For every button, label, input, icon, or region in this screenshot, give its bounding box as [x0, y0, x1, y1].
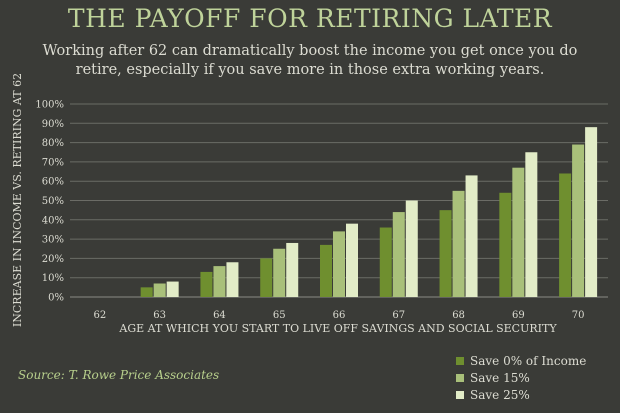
bar — [346, 223, 358, 297]
bar — [286, 242, 299, 297]
legend-item-save-25: Save 25% — [456, 386, 586, 403]
bar — [572, 144, 585, 297]
y-tick-label: 40% — [42, 215, 64, 226]
legend-swatch — [456, 390, 464, 399]
x-tick-label: 65 — [273, 310, 286, 321]
y-axis-label: INCREASE IN INCOME VS. RETIRING AT 62 — [11, 73, 24, 327]
legend-label: Save 25% — [470, 387, 530, 402]
legend-item-save-15: Save 15% — [456, 369, 586, 386]
bar — [499, 192, 512, 297]
bar — [333, 231, 345, 297]
y-tick-label: 10% — [42, 273, 64, 284]
bar — [525, 152, 538, 297]
bar — [140, 287, 153, 297]
bar — [392, 212, 405, 297]
bar — [166, 281, 179, 297]
y-tick-label: 0% — [48, 293, 64, 304]
bar — [273, 248, 286, 297]
x-axis-label: AGE AT WHICH YOU START TO LIVE OFF SAVIN… — [118, 322, 557, 335]
bar — [559, 173, 572, 297]
y-tick-label: 90% — [42, 119, 64, 130]
x-tick-label: 69 — [512, 310, 525, 321]
bar — [320, 244, 332, 297]
y-tick-label: 80% — [42, 138, 64, 149]
bar — [439, 210, 452, 297]
bar — [512, 167, 525, 297]
bar — [260, 258, 273, 297]
legend-swatch — [456, 373, 464, 382]
x-tick-label: 63 — [153, 310, 166, 321]
legend-swatch — [456, 356, 464, 365]
bar — [213, 266, 226, 297]
x-tick-label: 67 — [392, 310, 405, 321]
x-tick-label: 66 — [333, 310, 346, 321]
x-tick-label: 64 — [213, 310, 226, 321]
y-tick-label: 60% — [42, 177, 64, 188]
bar — [153, 283, 166, 297]
bar — [465, 175, 478, 297]
bar — [452, 190, 465, 297]
y-tick-label: 70% — [42, 157, 64, 168]
y-tick-label: 100% — [35, 100, 64, 111]
bar — [405, 200, 418, 297]
x-tick-label: 70 — [572, 310, 585, 321]
chart-title: THE PAYOFF FOR RETIRING LATER — [67, 4, 553, 33]
legend-label: Save 15% — [470, 370, 530, 385]
legend: Save 0% of Income Save 15% Save 25% — [456, 352, 586, 403]
bar — [200, 271, 213, 297]
y-tick-label: 30% — [42, 235, 64, 246]
chart-subtitle: Working after 62 can dramatically boost … — [42, 43, 578, 78]
y-tick-label: 50% — [42, 196, 64, 207]
legend-label: Save 0% of Income — [470, 353, 587, 368]
x-tick-label: 68 — [452, 310, 465, 321]
x-tick-label: 62 — [94, 310, 107, 321]
y-tick-label: 20% — [42, 254, 64, 265]
bar — [226, 262, 239, 297]
bar — [585, 127, 598, 297]
legend-item-save-0: Save 0% of Income — [456, 352, 586, 369]
source-note: Source: T. Rowe Price Associates — [18, 368, 220, 382]
bar — [379, 227, 392, 297]
